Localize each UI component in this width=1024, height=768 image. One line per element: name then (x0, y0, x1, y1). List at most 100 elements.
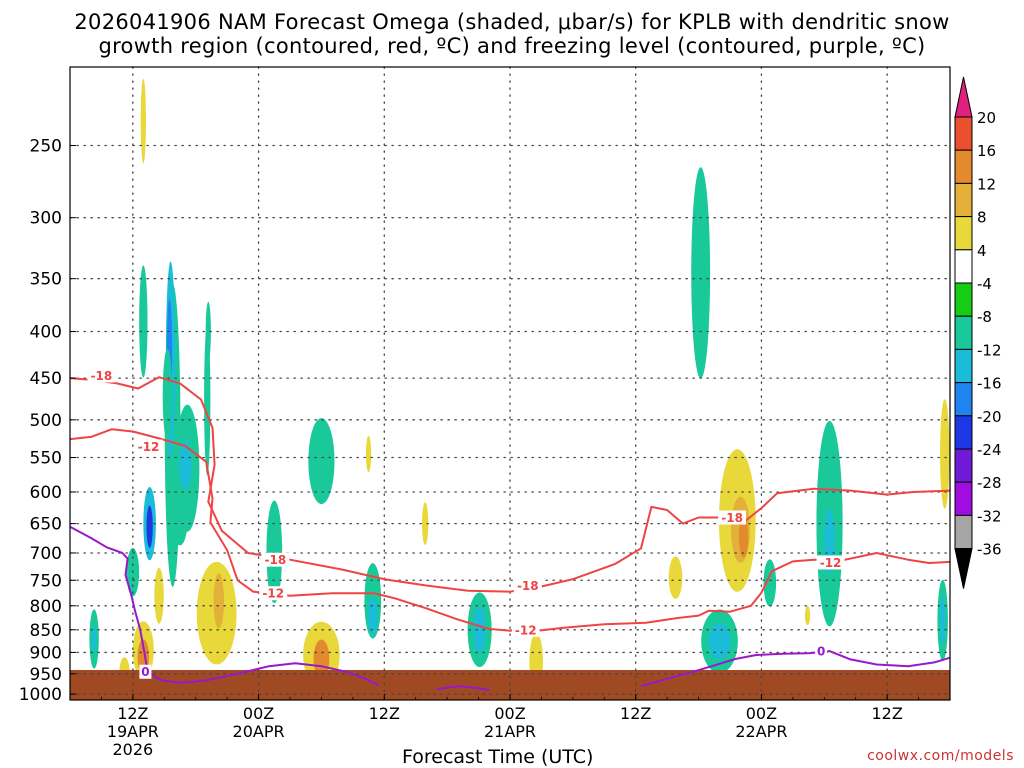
x-tick-label: 00Z (746, 704, 777, 723)
colorbar-segment (954, 116, 973, 151)
contour-label-bg (513, 578, 542, 593)
chart-title-line1: 2026041906 NAM Forecast Omega (shaded, μ… (74, 10, 950, 34)
colorbar-label: -16 (977, 375, 1002, 393)
omega-cell (139, 265, 148, 378)
omega-cell (804, 605, 811, 626)
omega-cell (365, 435, 372, 473)
omega-cell (266, 500, 283, 604)
contour-label-bg (259, 586, 288, 601)
omega-shading-layer (89, 78, 950, 691)
freezing-level-line (640, 650, 950, 688)
x-tick-label: 12Z (871, 704, 902, 723)
contour-label-bg (511, 622, 540, 637)
omega-cell (204, 323, 211, 476)
omega-cell (691, 167, 711, 379)
omega-cell (738, 516, 749, 558)
contour-label-bg (718, 510, 747, 525)
colorbar-label: -28 (977, 474, 1002, 492)
omega-cell (313, 639, 330, 679)
grid-layer (69, 66, 951, 701)
colorbar-segment (954, 315, 973, 350)
y-tick-label: 600 (30, 483, 62, 503)
omega-cell (473, 606, 486, 654)
colorbar-label: 4 (977, 242, 987, 260)
omega-cell (368, 596, 378, 635)
y-tick-label: 350 (30, 270, 62, 290)
omega-cell (308, 418, 335, 505)
credit-text: coolwx.com/models (867, 748, 1014, 764)
colorbar-bottom-arrow (954, 548, 973, 589)
y-tick-label: 850 (30, 621, 62, 641)
y-tick-label: 400 (30, 323, 62, 343)
y-tick-label: 650 (30, 515, 62, 535)
colorbar-segment (954, 182, 973, 218)
contour-label-bg (815, 644, 828, 659)
dgz-contour-label: -12 (138, 440, 160, 454)
dgz-contour-label: -18 (91, 369, 113, 383)
y-tick-label: 500 (30, 411, 62, 431)
omega-cell (162, 348, 173, 442)
contour-label-bg (261, 552, 290, 567)
omega-cell (146, 505, 153, 548)
y-tick-label: 800 (30, 597, 62, 617)
colorbar-segment (954, 282, 973, 317)
omega-cell (213, 573, 224, 629)
y-tick-label: 550 (30, 449, 62, 469)
y-tick-label: 750 (30, 571, 62, 591)
y-tick-label: 250 (30, 137, 62, 157)
freezing-contour-label: 0 (141, 665, 149, 679)
x-tick-label: 12Z (620, 704, 651, 723)
freezing-contour-label: 0 (817, 645, 825, 659)
omega-cell (172, 489, 188, 546)
colorbar-label: -36 (977, 541, 1002, 559)
colorbar-segment (954, 348, 973, 384)
omega-cell (940, 596, 946, 645)
dgz-contour-label: -12 (515, 623, 537, 637)
omega-cell (154, 567, 164, 624)
omega-cell (708, 623, 731, 660)
x-tick-date: 20APR (233, 722, 285, 741)
colorbar-segment (954, 249, 973, 284)
dgz-contour-label: -12 (820, 556, 842, 570)
y-tick-label: 700 (30, 544, 62, 564)
colorbar-label: 16 (977, 142, 996, 160)
x-tick-label: 12Z (117, 704, 148, 723)
x-tick-label: 00Z (243, 704, 274, 723)
x-tick-label: 00Z (494, 704, 525, 723)
colorbar-segment (954, 149, 973, 184)
colorbar-label: -24 (977, 441, 1002, 459)
colorbar-label: -12 (977, 341, 1002, 359)
colorbar-segment (954, 382, 973, 417)
x-tick-date: 21APR (484, 722, 536, 741)
colorbar-top-arrow (954, 76, 973, 118)
y-tick-label: 450 (30, 369, 62, 389)
dgz-contour-line (70, 428, 950, 634)
chart-title-line2: growth region (contoured, red, ºC) and f… (98, 34, 926, 58)
dgz-contour-label: -12 (262, 587, 284, 601)
freezing-level-line (436, 685, 490, 692)
dgz-contour-label: -18 (517, 579, 539, 593)
colorbar-segment (954, 415, 973, 450)
dgz-contour-label: -18 (721, 511, 743, 525)
y-tick-label: 950 (30, 665, 62, 685)
contour-label-bg (87, 368, 116, 383)
colorbar-segment (954, 514, 973, 550)
omega-cell (178, 439, 192, 490)
x-axis-title: Forecast Time (UTC) (402, 746, 594, 768)
x-tick-year: 2026 (112, 740, 153, 759)
omega-cell (940, 399, 950, 509)
colorbar-segment (954, 481, 973, 516)
omega-cell (205, 301, 211, 362)
y-tick-label: 1000 (19, 685, 62, 705)
colorbar-label: -20 (977, 408, 1002, 426)
dgz-contour-label: -18 (264, 553, 286, 567)
y-axis: 2503003504004505005506006507007508008509… (19, 137, 76, 705)
omega-cell (422, 502, 429, 545)
colorbar-label: 12 (977, 175, 996, 193)
omega-cell (140, 78, 146, 164)
x-tick-label: 12Z (369, 704, 400, 723)
omega-cell (92, 625, 97, 653)
colorbar-label: -8 (977, 308, 992, 326)
